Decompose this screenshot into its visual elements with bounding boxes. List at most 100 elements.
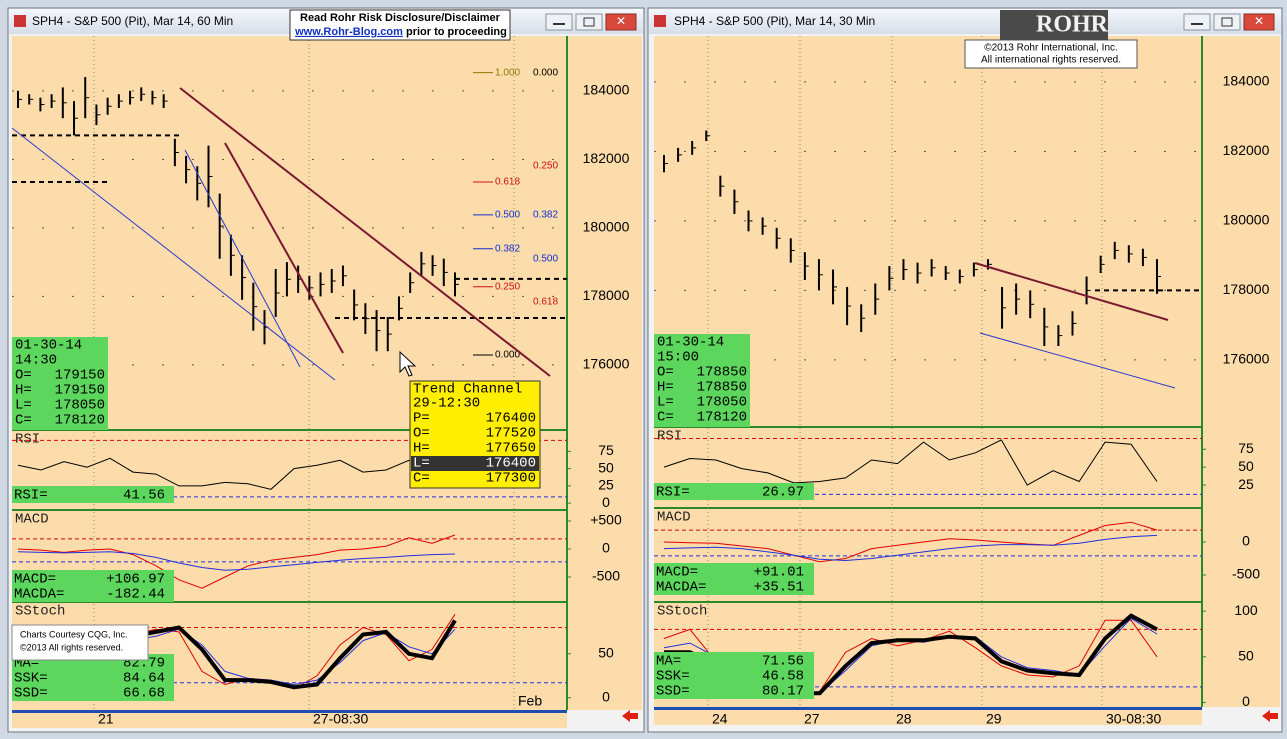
fib-label: 0.500 xyxy=(495,209,520,220)
minimize-button[interactable] xyxy=(545,13,573,31)
readout-label: MACDA= xyxy=(656,580,706,596)
y-tick-label: 0 xyxy=(1242,533,1250,549)
disclaimer-box xyxy=(289,9,511,41)
trend-line xyxy=(11,127,336,381)
trend-channel-title: Trend Channel xyxy=(413,382,522,398)
info-label: H= xyxy=(15,383,32,399)
pane-name: MACD xyxy=(15,512,49,528)
y-tick-label: -500 xyxy=(592,568,620,584)
trend-channel-value: 176400 xyxy=(486,456,536,472)
time-axis xyxy=(654,707,1202,725)
info-time: 14:30 xyxy=(15,353,57,369)
indicator-line xyxy=(663,534,1158,562)
info-date: 01-30-14 xyxy=(15,338,82,354)
readout-value: 84.64 xyxy=(123,671,165,687)
info-value: 178120 xyxy=(55,413,105,429)
trend-line xyxy=(179,87,551,377)
y-tick-label: 176000 xyxy=(583,356,630,372)
pane-name: SStoch xyxy=(657,604,707,620)
maximize-button[interactable] xyxy=(1213,13,1241,31)
row-highlight xyxy=(411,456,539,471)
y-tick-label: 50 xyxy=(598,459,614,475)
trend-line xyxy=(224,142,344,354)
y-tick-label: 182000 xyxy=(1223,142,1270,158)
readout-box xyxy=(654,483,814,500)
pane-name: RSI xyxy=(657,429,682,445)
pane-name: RSI xyxy=(15,432,40,448)
axis-background xyxy=(1202,36,1280,707)
readout-label: MA= xyxy=(656,654,681,670)
indicator-line xyxy=(17,551,456,571)
logo-copyright: ©2013 Rohr International, Inc. xyxy=(984,43,1118,54)
disclaimer-link[interactable]: www.Rohr-Blog.com xyxy=(294,26,403,38)
info-value: 178120 xyxy=(697,410,747,426)
info-box xyxy=(654,334,750,427)
fib-label: 0.618 xyxy=(533,297,558,308)
trend-channel-label: C= xyxy=(413,471,430,487)
trend-line xyxy=(184,149,301,368)
close-button[interactable] xyxy=(1243,13,1275,31)
scroll-arrow[interactable] xyxy=(622,710,638,722)
readout-value: +35.51 xyxy=(754,580,804,596)
info-value: 178050 xyxy=(697,395,747,411)
x-tick-label: 27-08:30 xyxy=(313,711,368,727)
info-label: C= xyxy=(15,413,32,429)
readout-value: 71.56 xyxy=(762,654,804,670)
y-tick-label: +500 xyxy=(590,512,622,528)
y-tick-label: 50 xyxy=(1238,647,1254,663)
maximize-icon xyxy=(583,17,595,27)
logo-rights: All international rights reserved. xyxy=(981,55,1121,66)
axis-background xyxy=(567,36,642,710)
fib-label: 0.000 xyxy=(533,67,558,78)
close-icon: ✕ xyxy=(616,14,626,28)
readout-label: SSD= xyxy=(14,686,48,702)
logo-box xyxy=(964,39,1138,69)
disclaimer-heading: Read Rohr Risk Disclosure/Disclaimer xyxy=(300,12,501,24)
trend-channel-time: 29-12:30 xyxy=(413,396,480,412)
readout-box xyxy=(654,563,814,595)
readout-label: MACD= xyxy=(656,565,698,581)
courtesy-line: Charts Courtesy CQG, Inc. xyxy=(20,629,128,639)
trend-line xyxy=(979,332,1176,389)
minimize-button[interactable] xyxy=(1183,13,1211,31)
trend-channel-value: 177300 xyxy=(486,471,536,487)
info-value: 178850 xyxy=(697,380,747,396)
window-title: SPH4 - S&P 500 (Pit), Mar 14, 60 Min xyxy=(32,14,233,28)
readout-value: 46.58 xyxy=(762,669,804,685)
close-button[interactable] xyxy=(605,13,637,31)
readout-value: -182.44 xyxy=(106,587,165,603)
maximize-button[interactable] xyxy=(575,13,603,31)
courtesy-box xyxy=(11,624,149,661)
trend-channel-value: 177520 xyxy=(486,426,536,442)
maximize-icon xyxy=(1221,17,1233,27)
fib-label: 0.382 xyxy=(495,243,520,254)
y-tick-label: 0 xyxy=(602,688,610,704)
info-label: H= xyxy=(657,380,674,396)
readout-box xyxy=(654,652,814,699)
x-tick-label: 28 xyxy=(896,711,912,727)
courtesy-line: ©2013 All rights reserved. xyxy=(20,642,123,652)
indicator-line xyxy=(663,439,1158,486)
window-title: SPH4 - S&P 500 (Pit), Mar 14, 30 Min xyxy=(674,14,875,28)
y-tick-label: 0 xyxy=(602,494,610,510)
app-icon xyxy=(654,15,666,27)
title-bar[interactable] xyxy=(649,9,1281,34)
y-tick-label: 50 xyxy=(598,645,614,661)
fib-label: 0.500 xyxy=(533,253,558,264)
y-tick-label: 75 xyxy=(598,442,614,458)
x-tick-label: 21 xyxy=(98,711,114,727)
info-value: 178050 xyxy=(55,398,105,414)
charts: SPH4 - S&P 500 (Pit), Mar 14, 60 Min 21 27… xyxy=(12,14,1280,728)
y-tick-label: -500 xyxy=(1232,566,1260,582)
scroll-arrow[interactable] xyxy=(1262,710,1278,722)
x-tick-label: Feb xyxy=(518,693,542,709)
trend-channel-label: P= xyxy=(413,411,430,427)
readout-label: MACDA= xyxy=(14,587,64,603)
trend-line xyxy=(974,262,1169,321)
y-tick-label: 182000 xyxy=(583,150,630,166)
readout-label: RSI= xyxy=(656,485,690,501)
y-tick-label: 178000 xyxy=(1223,281,1270,297)
readout-label: SSD= xyxy=(656,684,690,700)
y-tick-label: 0 xyxy=(602,540,610,556)
